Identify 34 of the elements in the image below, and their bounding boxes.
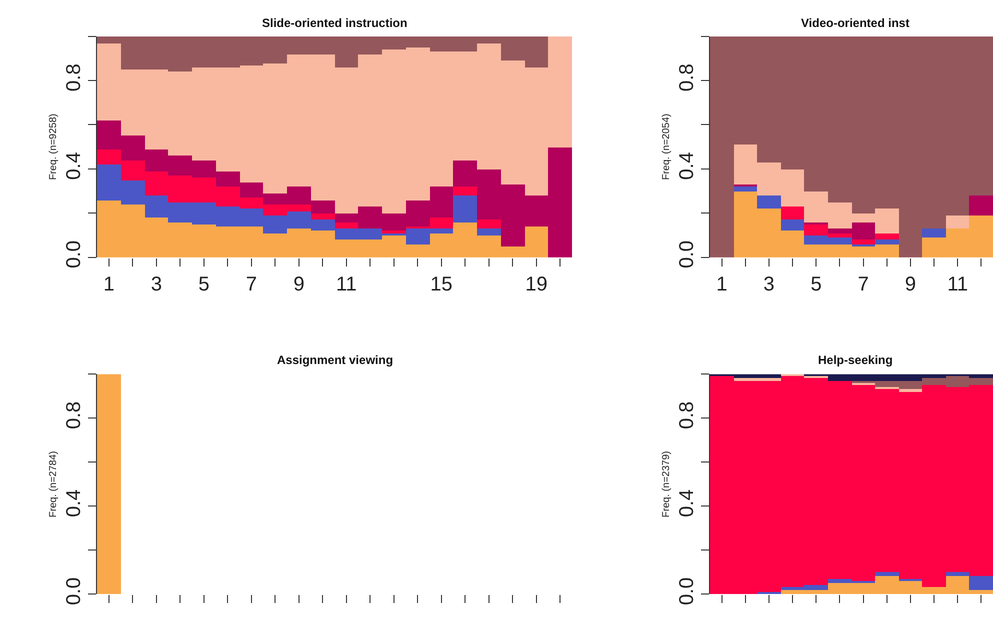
x-tick-label: 1	[716, 273, 728, 296]
x-tick-label: 5	[198, 273, 210, 296]
x-tick-label: 3	[763, 273, 775, 296]
chart-title: Assignment viewing	[277, 353, 394, 367]
y-axis-title: Freq. (n=2379)	[661, 451, 672, 518]
y-axis-title: Freq. (n=2784)	[48, 451, 59, 518]
x-tick-label: 7	[858, 273, 869, 296]
x-tick-label: 7	[246, 273, 257, 296]
x-tick-label: 15	[430, 273, 453, 296]
y-tick-label: 0.8	[676, 401, 698, 430]
chart-title: Video-oriented inst	[801, 16, 910, 30]
y-tick-label: 0.8	[676, 64, 698, 92]
chart-title: Slide-oriented instruction	[262, 16, 408, 30]
x-tick-label: 3	[150, 273, 162, 296]
y-tick-label: 0.4	[63, 152, 85, 180]
x-tick-label: 11	[336, 273, 357, 296]
y-tick-label: 0.0	[676, 240, 698, 268]
y-tick-label: 0.0	[676, 577, 698, 606]
y-tick-label: 0.0	[63, 577, 85, 606]
chart-title: Help-seeking	[818, 353, 893, 367]
x-tick-label: 1	[103, 273, 114, 296]
y-tick-label: 0.8	[63, 401, 85, 430]
x-tick-label: 9	[904, 273, 916, 296]
y-tick-label: 0.4	[676, 489, 698, 518]
x-tick-label: 19	[525, 273, 548, 296]
y-tick-label: 0.8	[63, 64, 85, 92]
y-tick-label: 0.4	[676, 152, 698, 180]
y-axis-title: Freq. (n=2054)	[661, 114, 672, 180]
x-tick-label: 5	[810, 273, 822, 296]
x-tick-label: 9	[293, 273, 304, 296]
y-tick-label: 0.0	[63, 240, 85, 268]
y-axis-title: Freq. (n=9258)	[48, 114, 59, 180]
x-tick-label: 11	[947, 273, 968, 296]
y-tick-label: 0.4	[63, 489, 85, 518]
